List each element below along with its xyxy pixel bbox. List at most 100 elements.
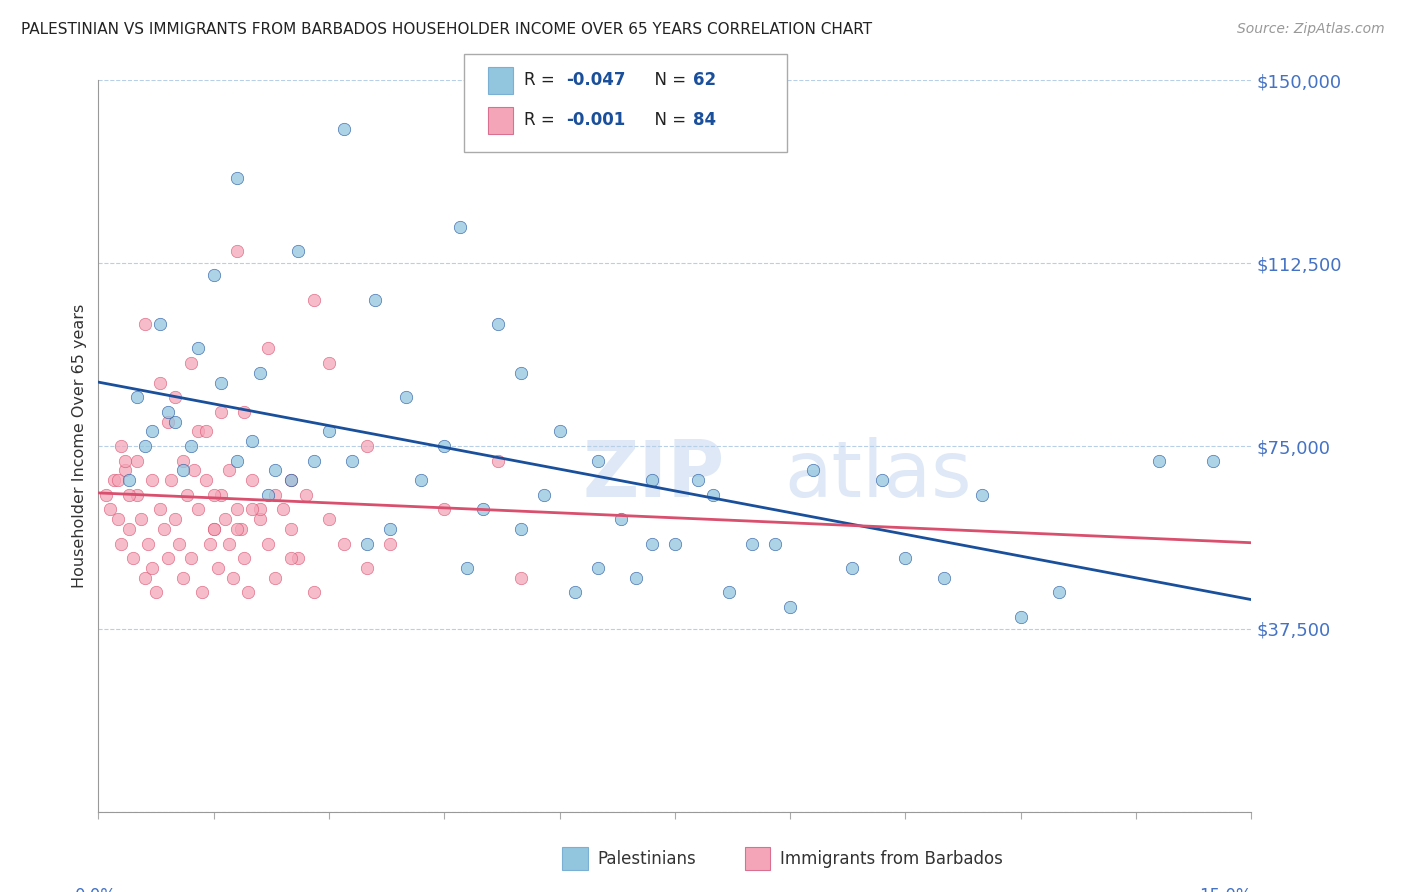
Point [240, 434, 263, 449]
Point [264, 571, 287, 585]
Point [165, 512, 187, 526]
Point [225, 502, 247, 516]
Point [138, 536, 160, 550]
Point [165, 415, 187, 429]
Text: atlas: atlas [785, 437, 972, 513]
Y-axis label: Householder Income Over 65 years: Householder Income Over 65 years [72, 304, 87, 588]
Point [233, 551, 256, 566]
Point [238, 585, 260, 599]
Point [449, 219, 471, 234]
Point [356, 439, 378, 453]
Point [134, 317, 156, 331]
Point [187, 502, 209, 516]
Point [107, 512, 129, 526]
Point [141, 473, 163, 487]
Point [240, 502, 263, 516]
Point [318, 425, 340, 439]
Point [271, 502, 294, 516]
Point [932, 571, 955, 585]
Text: N =: N = [644, 71, 692, 89]
Point [295, 488, 318, 502]
Text: -0.001: -0.001 [567, 112, 626, 129]
Point [129, 512, 152, 526]
Point [256, 488, 278, 502]
Point [1147, 453, 1170, 467]
Point [395, 390, 418, 404]
Point [972, 488, 994, 502]
Point [1047, 585, 1070, 599]
Point [411, 473, 433, 487]
Point [180, 356, 202, 370]
Point [110, 439, 132, 453]
Point [280, 473, 302, 487]
Point [686, 473, 709, 487]
Point [209, 376, 232, 390]
Text: R =: R = [524, 71, 561, 89]
Point [180, 439, 202, 453]
Point [202, 268, 225, 283]
Point [218, 536, 240, 550]
Point [198, 536, 221, 550]
Point [356, 536, 378, 550]
Point [202, 522, 225, 536]
Point [149, 376, 172, 390]
Point [256, 342, 278, 356]
Point [318, 356, 340, 370]
Point [1202, 453, 1225, 467]
Point [641, 536, 664, 550]
Text: Source: ZipAtlas.com: Source: ZipAtlas.com [1237, 22, 1385, 37]
Point [225, 170, 247, 185]
Text: ZIP: ZIP [582, 437, 725, 513]
Point [209, 488, 232, 502]
Point [187, 342, 209, 356]
Point [172, 463, 194, 477]
Text: -0.047: -0.047 [567, 71, 626, 89]
Point [218, 463, 240, 477]
Point [167, 536, 190, 550]
Point [380, 522, 402, 536]
Point [486, 317, 509, 331]
Point [98, 502, 121, 516]
Point [256, 536, 278, 550]
Point [586, 453, 609, 467]
Point [841, 561, 863, 575]
Point [195, 425, 218, 439]
Point [145, 585, 167, 599]
Point [149, 317, 172, 331]
Point [287, 244, 309, 258]
Point [763, 536, 786, 550]
Point [741, 536, 763, 550]
Point [122, 551, 145, 566]
Point [486, 453, 509, 467]
Point [717, 585, 740, 599]
Point [287, 551, 309, 566]
Point [280, 522, 302, 536]
Point [222, 571, 245, 585]
Point [156, 551, 179, 566]
Point [125, 453, 148, 467]
Point [702, 488, 724, 502]
Point [141, 561, 163, 575]
Point [641, 473, 664, 487]
Point [118, 488, 141, 502]
Point [318, 512, 340, 526]
Point [229, 522, 252, 536]
Text: R =: R = [524, 112, 561, 129]
Point [191, 585, 214, 599]
Point [894, 551, 917, 566]
Text: Palestinians: Palestinians [598, 849, 696, 868]
Point [195, 473, 218, 487]
Text: 84: 84 [693, 112, 716, 129]
Point [202, 522, 225, 536]
Point [249, 512, 271, 526]
Point [176, 488, 198, 502]
Point [340, 453, 363, 467]
Point [94, 488, 117, 502]
Point [233, 405, 256, 419]
Point [114, 463, 136, 477]
Point [207, 561, 229, 575]
Point [103, 473, 125, 487]
Text: 0.0%: 0.0% [76, 888, 117, 892]
Point [510, 366, 533, 380]
Point [564, 585, 586, 599]
